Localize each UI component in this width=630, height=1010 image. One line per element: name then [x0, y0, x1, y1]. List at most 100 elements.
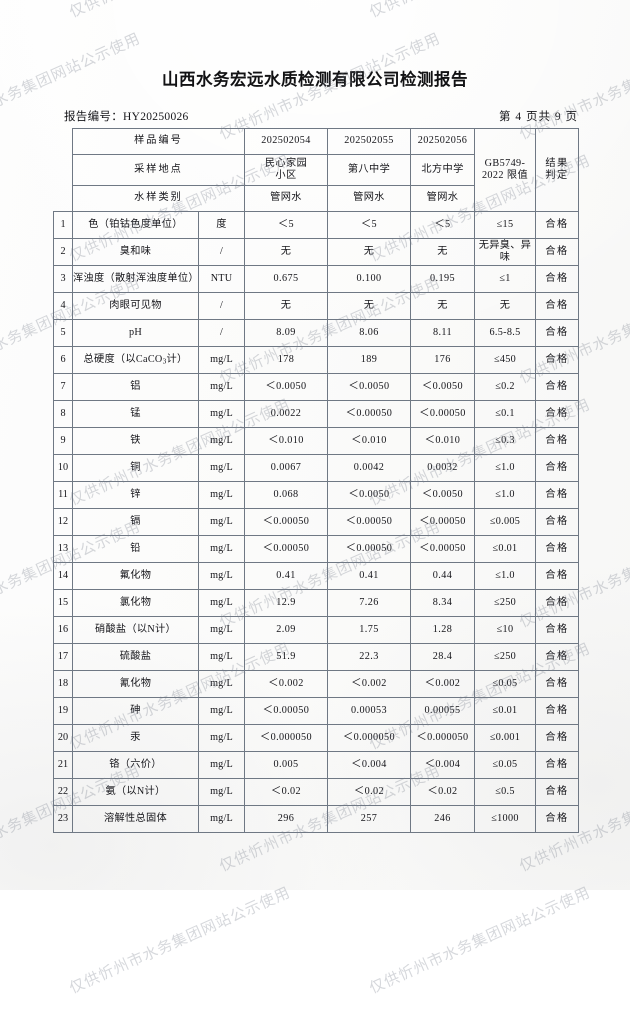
row-index: 9 — [53, 427, 73, 455]
sample-2-value: 1.75 — [327, 616, 411, 644]
sample-2-value: ＜0.00050 — [327, 508, 411, 536]
parameter-unit: / — [198, 319, 245, 347]
sample-2-value: ＜0.0050 — [327, 481, 411, 509]
sample-3-value: ＜0.00050 — [410, 400, 475, 428]
sample-3-value: ＜0.000050 — [410, 724, 475, 752]
row-index: 15 — [53, 589, 73, 617]
sample-2-value: 0.100 — [327, 265, 411, 293]
sample-3-value: 8.11 — [410, 319, 475, 347]
watermark-text: 仅供忻州市水务集团网站公示使用 — [66, 883, 294, 998]
sample-3-value: 1.28 — [410, 616, 475, 644]
parameter-unit: mg/L — [198, 670, 245, 698]
sample-2-value: ＜0.000050 — [327, 724, 411, 752]
parameter-unit: mg/L — [198, 643, 245, 671]
parameter-name: 锰 — [72, 400, 199, 428]
sample-1-value: 0.0022 — [244, 400, 328, 428]
row-index: 4 — [53, 292, 73, 320]
sample-3-value: ＜0.004 — [410, 751, 475, 779]
parameter-unit: 度 — [198, 211, 245, 239]
judgement-value: 合格 — [535, 751, 579, 779]
header-spacer — [54, 186, 73, 212]
parameter-name: 氟化物 — [72, 562, 199, 590]
standard-limit-value: ≤1.0 — [474, 481, 536, 509]
row-index: 6 — [53, 346, 73, 374]
row-index: 5 — [53, 319, 73, 347]
standard-limit-value: ≤0.05 — [474, 670, 536, 698]
parameter-name: 汞 — [72, 724, 199, 752]
standard-limit-value: ≤1.0 — [474, 454, 536, 482]
sample-3-value: 无 — [410, 292, 475, 320]
parameter-unit: mg/L — [198, 346, 245, 374]
row-index: 21 — [53, 751, 73, 779]
sample-1-value: 51.9 — [244, 643, 328, 671]
sample-1-value: 0.675 — [244, 265, 328, 293]
sample-1-value: 296 — [244, 805, 328, 833]
row-index: 3 — [53, 265, 73, 293]
judgement-value: 合格 — [535, 265, 579, 293]
judgement-value: 合格 — [535, 697, 579, 725]
parameter-name: 氯化物 — [72, 589, 199, 617]
parameter-unit: mg/L — [198, 724, 245, 752]
judgement-value: 合格 — [535, 454, 579, 482]
standard-limit-value: ≤0.5 — [474, 778, 536, 806]
standard-limit-value: ≤0.3 — [474, 427, 536, 455]
header-spacer — [54, 129, 73, 155]
standard-limit-value: ≤15 — [474, 211, 536, 239]
sample-2-value: 8.06 — [327, 319, 411, 347]
parameter-unit: mg/L — [198, 589, 245, 617]
sample-2-value: ＜0.02 — [327, 778, 411, 806]
row-index: 18 — [53, 670, 73, 698]
table-row: 11 锌 mg/L 0.068 ＜0.0050 ＜0.0050 ≤1.0 合格 — [53, 481, 579, 509]
standard-limit-value: ≤1000 — [474, 805, 536, 833]
sample-2-value: ＜0.010 — [327, 427, 411, 455]
sample-1-value: ＜0.0050 — [244, 373, 328, 401]
water-type-value: 管网水 — [327, 185, 411, 212]
sample-3-value: ＜0.00050 — [410, 508, 475, 536]
header-row-sample-no: 样品编号 202502054 202502055 202502056 GB5749- 20… — [54, 128, 579, 212]
sample-2-value: ＜0.002 — [327, 670, 411, 698]
sample-1-value: 12.9 — [244, 589, 328, 617]
parameter-name: 铅 — [72, 535, 199, 563]
page-number: 第 4 页共 9 页 — [499, 111, 578, 123]
sample-3-value: 0.00055 — [410, 697, 475, 725]
sample-no-value: 202502056 — [410, 128, 475, 155]
sampling-site-value: 第八中学 — [327, 154, 411, 186]
row-index: 12 — [53, 508, 73, 536]
parameter-name: 总硬度（以CaCO3计） — [72, 346, 199, 374]
sample-1-value: ＜0.002 — [244, 670, 328, 698]
row-index: 14 — [53, 562, 73, 590]
table-row: 6 总硬度（以CaCO3计） mg/L 178 189 176 ≤450 合格 — [53, 346, 579, 374]
sample-1-value: 无 — [244, 238, 328, 266]
judgement-value: 合格 — [535, 427, 579, 455]
table-row: 12 镉 mg/L ＜0.00050 ＜0.00050 ＜0.00050 ≤0.005 合格 — [53, 508, 579, 536]
sample-1-value: 0.41 — [244, 562, 328, 590]
sample-2-value: 无 — [327, 238, 411, 266]
sample-1-value: ＜0.000050 — [244, 724, 328, 752]
parameter-name: 溶解性总固体 — [72, 805, 199, 833]
parameter-unit: mg/L — [198, 400, 245, 428]
parameter-name: 浑浊度（散射浑浊度单位） — [72, 265, 199, 293]
judgement-value: 合格 — [535, 211, 579, 239]
sample-1-value: 2.09 — [244, 616, 328, 644]
table-row: 16 硝酸盐（以N计） mg/L 2.09 1.75 1.28 ≤10 合格 — [53, 616, 579, 644]
sample-3-value: 246 — [410, 805, 475, 833]
sample-2-value: ＜0.004 — [327, 751, 411, 779]
judgement-value: 合格 — [535, 670, 579, 698]
table-row: 15 氯化物 mg/L 12.9 7.26 8.34 ≤250 合格 — [53, 589, 579, 617]
table-row: 22 氨（以N计） mg/L ＜0.02 ＜0.02 ＜0.02 ≤0.5 合格 — [53, 778, 579, 806]
sample-2-value: 0.00053 — [327, 697, 411, 725]
sample-2-value: 257 — [327, 805, 411, 833]
judgement-value: 合格 — [535, 373, 579, 401]
standard-limit-value: ≤250 — [474, 643, 536, 671]
judgement-value: 合格 — [535, 805, 579, 833]
judgement-value: 合格 — [535, 238, 579, 266]
standard-limit-value: ≤0.05 — [474, 751, 536, 779]
table-row: 23 溶解性总固体 mg/L 296 257 246 ≤1000 合格 — [53, 805, 579, 833]
judgement-value: 合格 — [535, 724, 579, 752]
parameter-unit: mg/L — [198, 454, 245, 482]
standard-limit-value: ≤10 — [474, 616, 536, 644]
table-row: 18 氰化物 mg/L ＜0.002 ＜0.002 ＜0.002 ≤0.05 合格 — [53, 670, 579, 698]
parameter-name: 硫酸盐 — [72, 643, 199, 671]
row-index: 1 — [53, 211, 73, 239]
